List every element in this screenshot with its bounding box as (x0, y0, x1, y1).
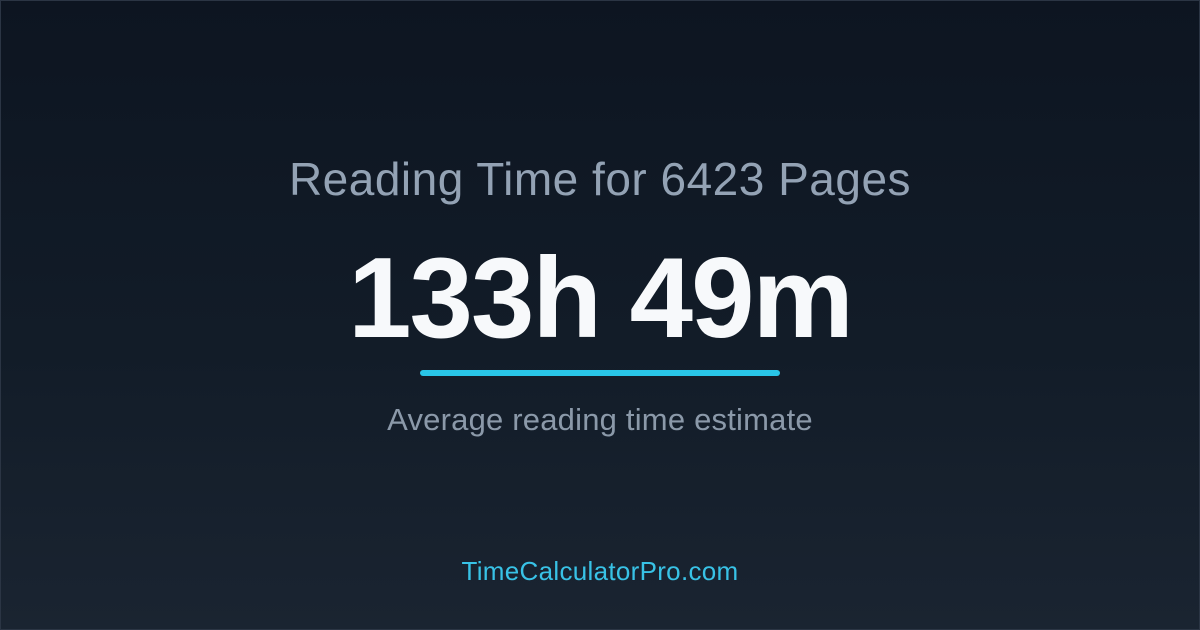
site-link[interactable]: TimeCalculatorPro.com (461, 556, 739, 586)
page-title: Reading Time for 6423 Pages (288, 153, 912, 205)
reading-time-value: 133h 49m (348, 235, 854, 362)
accent-divider (420, 370, 780, 376)
result-subtitle: Average reading time estimate (387, 402, 813, 437)
